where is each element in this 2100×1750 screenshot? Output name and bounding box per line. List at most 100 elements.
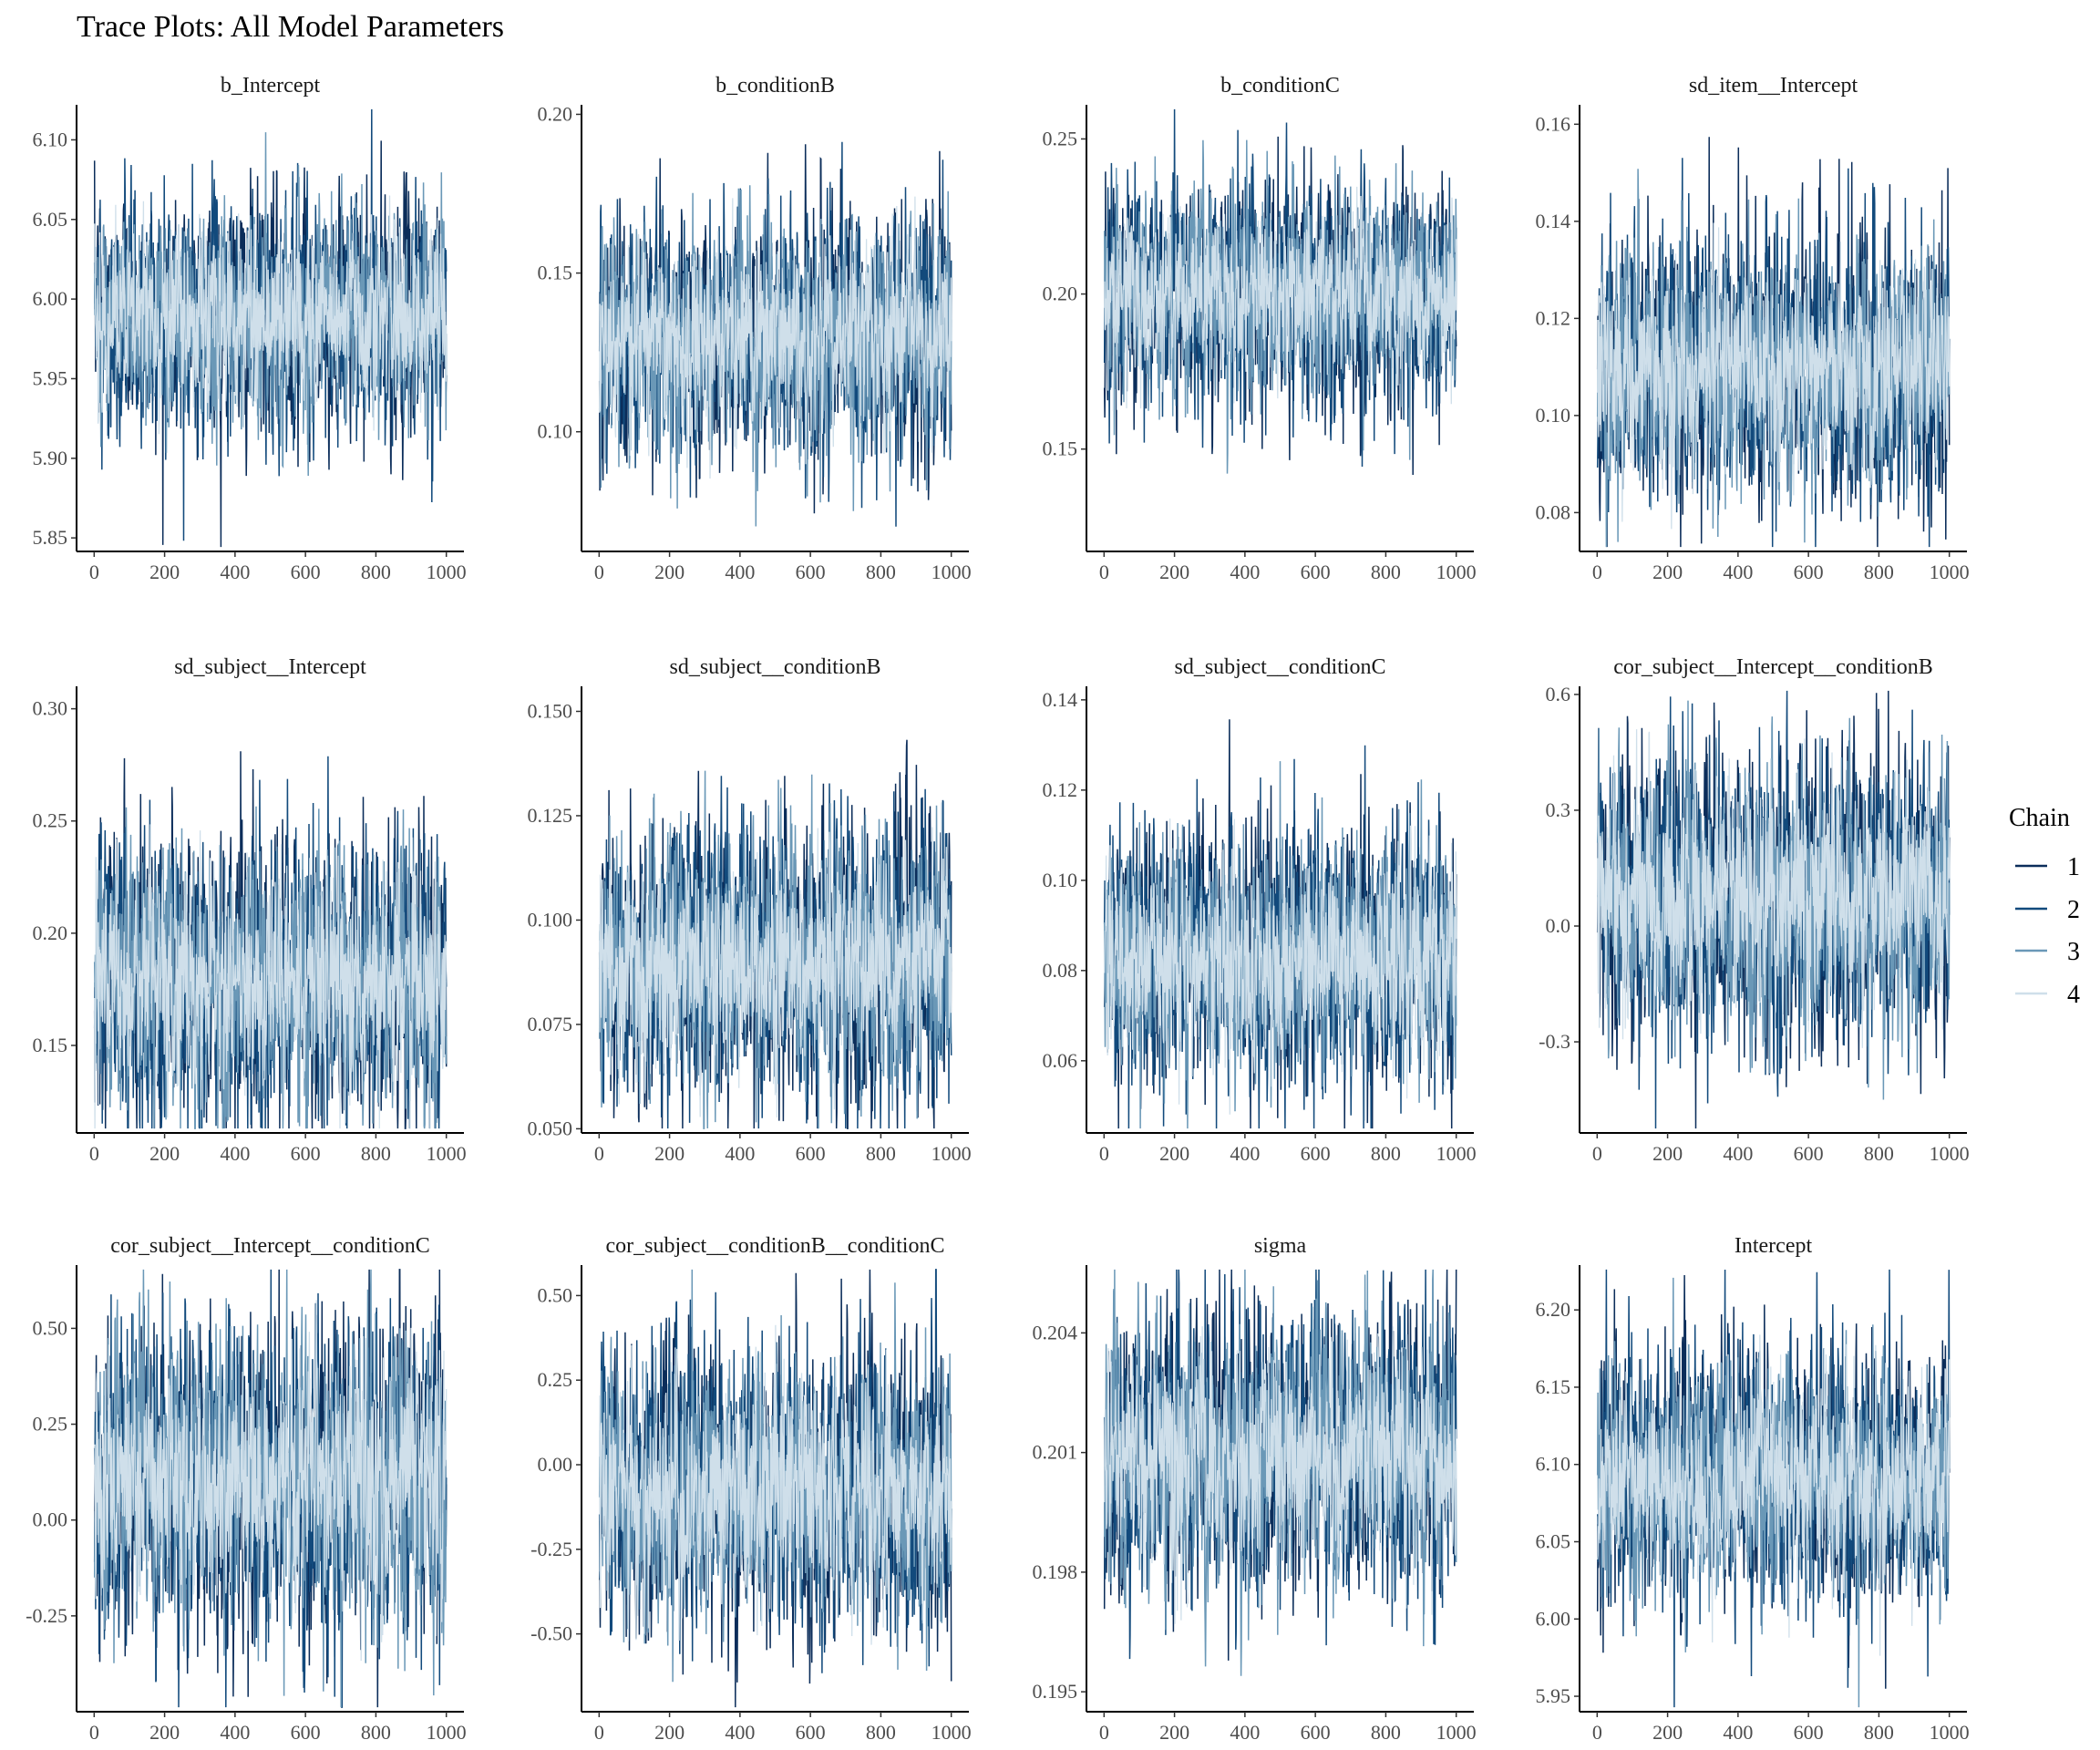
y-tick-label: 0.050: [528, 1117, 573, 1139]
y-tick-label: 0.25: [33, 809, 68, 832]
y-tick-label: 0.10: [1043, 869, 1078, 891]
trace-chain-4: [1597, 729, 1951, 1048]
trace-chain-4: [1104, 1326, 1457, 1624]
x-tick-label: 200: [149, 1142, 180, 1165]
y-tick-label: 0.20: [33, 921, 68, 944]
y-tick-label: 6.00: [33, 287, 68, 310]
legend-item-chain-4: 4: [2015, 981, 2080, 1009]
y-tick-label: 0.10: [538, 420, 573, 443]
y-tick-label: 0.125: [528, 804, 573, 827]
x-tick-label: 200: [654, 561, 685, 583]
y-tick-label: 5.85: [33, 526, 68, 549]
x-tick-label: 0: [1099, 561, 1109, 583]
x-tick-label: 600: [1301, 1142, 1331, 1165]
x-tick-label: 1000: [1436, 561, 1477, 583]
x-tick-label: 200: [1652, 1142, 1683, 1165]
x-tick-label: 400: [725, 1721, 755, 1744]
y-tick-label: 0.25: [33, 1413, 68, 1436]
x-tick-label: 0: [594, 1721, 604, 1744]
x-tick-label: 800: [1371, 561, 1401, 583]
y-tick-label: 0.20: [538, 102, 573, 125]
y-tick-label: 5.95: [33, 366, 68, 389]
y-tick-label: 0.25: [1043, 127, 1078, 149]
y-tick-label: 6.20: [1536, 1298, 1571, 1321]
trace-chain-4: [599, 802, 952, 1118]
y-tick-label: 0.6: [1546, 683, 1571, 705]
y-tick-label: -0.3: [1539, 1030, 1570, 1053]
y-tick-label: 6.05: [33, 208, 68, 231]
x-tick-label: 400: [1723, 1721, 1753, 1744]
panel-title: sigma: [1254, 1234, 1307, 1258]
x-tick-label: 0: [1592, 1142, 1602, 1165]
x-tick-label: 600: [1301, 561, 1331, 583]
legend-label: 4: [2067, 981, 2080, 1009]
y-tick-label: 0.50: [33, 1316, 68, 1339]
trace-chain-4: [94, 1300, 448, 1662]
y-tick-label: 6.00: [1536, 1607, 1571, 1630]
x-tick-label: 200: [1652, 561, 1683, 583]
x-tick-label: 400: [725, 1142, 755, 1165]
trace-chain-4: [599, 196, 952, 479]
x-tick-label: 0: [594, 561, 604, 583]
x-tick-label: 800: [866, 1142, 896, 1165]
y-tick-label: 0.100: [528, 908, 573, 931]
panel-title: b_conditionC: [1220, 74, 1340, 98]
panel-sd-subject-conditionc: sd_subject__conditionC 0.06 0.08 0.10 0.12 0.…: [1043, 655, 1477, 1165]
panel-b-conditionc: b_conditionC 0.15 0.20 0.25 0 200 400 600 800 100…: [1043, 74, 1477, 583]
x-tick-label: 200: [1652, 1721, 1683, 1744]
y-tick-label: 0.150: [528, 699, 573, 722]
x-tick-label: 800: [1864, 561, 1894, 583]
x-tick-label: 400: [1723, 1142, 1753, 1165]
y-tick-label: 0.075: [528, 1013, 573, 1035]
trace-chain-4: [94, 195, 448, 435]
x-tick-label: 600: [1794, 1721, 1824, 1744]
trace-chain-4: [1597, 1334, 1951, 1656]
y-tick-label: -0.25: [530, 1538, 572, 1560]
y-tick-label: 0.14: [1536, 210, 1571, 232]
y-tick-label: 0.12: [1043, 778, 1078, 801]
x-tick-label: 1000: [1436, 1721, 1477, 1744]
y-tick-label: 0.15: [1043, 438, 1078, 460]
x-tick-label: 600: [1301, 1721, 1331, 1744]
panel-title: sd_subject__conditionB: [670, 655, 881, 679]
x-tick-label: 0: [1592, 1721, 1602, 1744]
panel-title: cor_subject__Intercept__conditionC: [110, 1234, 430, 1258]
y-tick-label: 0.0: [1546, 914, 1571, 937]
x-tick-label: 200: [654, 1142, 685, 1165]
x-tick-label: 400: [725, 561, 755, 583]
legend-item-chain-2: 2: [2015, 896, 2080, 924]
x-tick-label: 800: [1864, 1721, 1894, 1744]
x-tick-label: 800: [1371, 1721, 1401, 1744]
x-tick-label: 400: [1230, 1721, 1260, 1744]
panel-title: sd_item__Intercept: [1689, 74, 1858, 98]
x-tick-label: 400: [220, 1142, 250, 1165]
trace-chain-4: [1104, 186, 1457, 411]
x-tick-label: 400: [1230, 561, 1260, 583]
trace-chain-4: [1104, 818, 1457, 1121]
figure-title: Trace Plots: All Model Parameters: [77, 10, 504, 44]
x-tick-label: 0: [89, 561, 99, 583]
legend: Chain 1 2 3 4: [2009, 804, 2080, 1009]
y-tick-label: 0.12: [1536, 306, 1571, 329]
panel-sd-item-intercept: sd_item__Intercept 0.08 0.10 0.12 0.14 0.16 0 2…: [1536, 74, 1970, 583]
y-tick-label: 0.25: [538, 1368, 573, 1391]
y-tick-label: 0.06: [1043, 1049, 1078, 1072]
x-tick-label: 1000: [1930, 561, 1970, 583]
legend-title: Chain: [2009, 804, 2070, 832]
y-tick-label: 0.20: [1043, 283, 1078, 305]
panel-title: b_Intercept: [221, 74, 321, 98]
x-tick-label: 1000: [932, 561, 972, 583]
panel-sd-subject-intercept: sd_subject__Intercept 0.15 0.20 0.25 0.30 0 20…: [33, 655, 467, 1165]
y-tick-label: 0.10: [1536, 404, 1571, 427]
trace-chain-3: [598, 770, 952, 1129]
x-tick-label: 600: [291, 561, 321, 583]
y-tick-label: 0.195: [1033, 1680, 1078, 1703]
y-tick-label: 0.15: [538, 262, 573, 284]
panel-title: sd_subject__Intercept: [174, 655, 366, 679]
panel-b-intercept: b_Intercept 5.85 5.90 5.95 6.00 6.05 6.10 0 200 4…: [33, 74, 467, 583]
x-tick-label: 800: [361, 1721, 391, 1744]
y-tick-label: 6.15: [1536, 1375, 1571, 1398]
legend-item-chain-3: 3: [2015, 938, 2080, 966]
panel-cor-subject-intercept-conditionc: cor_subject__Intercept__conditionC -0.25 0…: [26, 1234, 467, 1744]
